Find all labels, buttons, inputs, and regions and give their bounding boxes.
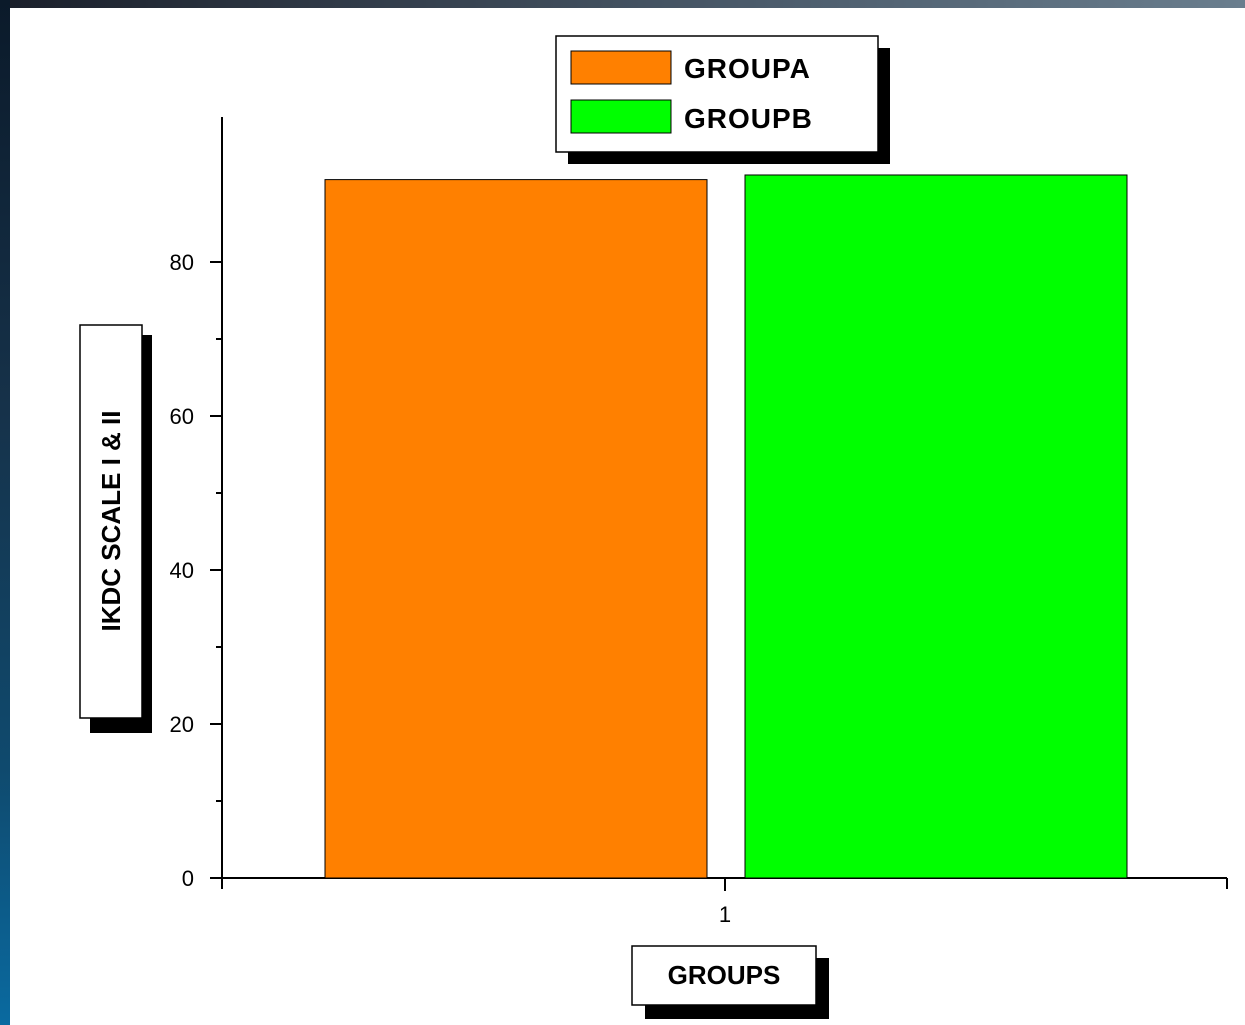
y-axis-title-frame <box>79 324 143 719</box>
bars <box>324 174 1128 879</box>
y-tick-label-0: 0 <box>182 866 194 891</box>
bar-groupa <box>324 179 708 879</box>
y-axis-title: IKDC SCALE I & II <box>96 410 126 631</box>
x-axis-title-box: GROUPS <box>631 945 829 1019</box>
x-axis-title: GROUPS <box>668 960 781 990</box>
legend: GROUPA GROUPB <box>555 35 890 164</box>
y-tick-label-40: 40 <box>170 558 194 583</box>
y-axis-ticks: 0 20 40 60 80 <box>170 250 222 891</box>
x-axis-title-frame <box>631 945 817 1006</box>
legend-swatch-groupb <box>570 99 672 134</box>
y-tick-label-20: 20 <box>170 712 194 737</box>
y-tick-label-80: 80 <box>170 250 194 275</box>
window-frame-top <box>0 0 1245 8</box>
legend-swatch-groupa <box>570 50 672 85</box>
legend-label-groupb: GROUPB <box>684 103 813 134</box>
x-tick-label-1: 1 <box>719 902 731 927</box>
y-tick-label-60: 60 <box>170 404 194 429</box>
legend-label-groupa: GROUPA <box>684 53 811 84</box>
bar-groupb <box>744 174 1128 879</box>
window-frame-left <box>0 0 10 1025</box>
y-axis-title-box: IKDC SCALE I & II <box>79 324 152 733</box>
